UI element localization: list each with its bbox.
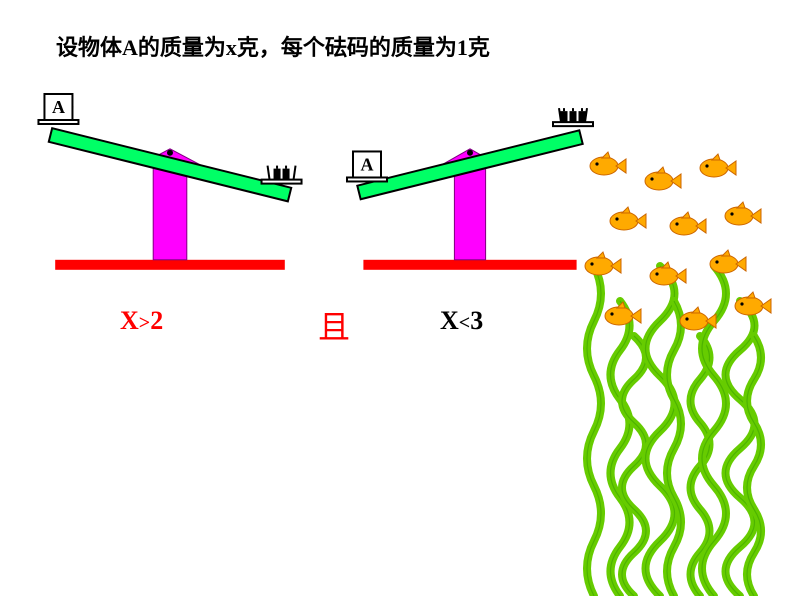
connector-and: 且 [318, 302, 350, 348]
svg-text:A: A [360, 154, 373, 174]
ineq-left-var: X [120, 306, 139, 335]
balance-scale-right: A [340, 85, 600, 280]
svg-text:A: A [52, 97, 65, 117]
ineq-right-var: X [440, 306, 459, 335]
inequality-right: X<3 [440, 306, 483, 336]
ineq-left-rhs: 2 [150, 306, 163, 335]
inequality-left: X>2 [120, 306, 163, 336]
ineq-right-rhs: 3 [470, 306, 483, 335]
ineq-left-op: > [139, 312, 150, 334]
balance-scale-left: A [30, 85, 310, 280]
ineq-right-op: < [459, 312, 470, 334]
decoration-seaweed-fish [564, 146, 794, 596]
problem-title: 设物体A的质量为x克，每个砝码的质量为1克 [56, 30, 490, 62]
